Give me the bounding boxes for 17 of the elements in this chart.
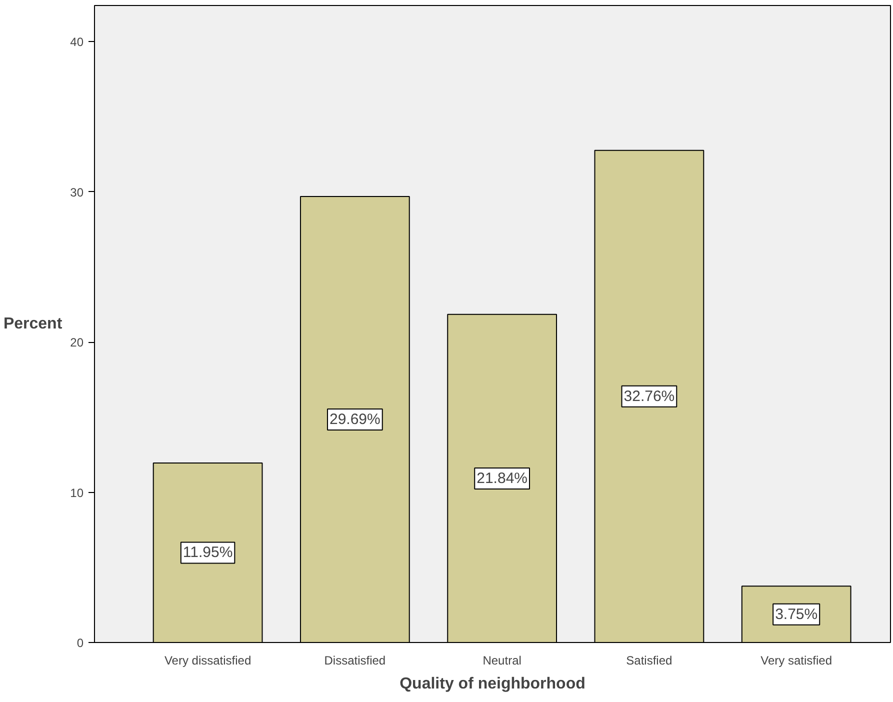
x-tick-label: Satisfied xyxy=(626,654,672,668)
x-tick-label: Neutral xyxy=(482,654,522,668)
data-label: 32.76% xyxy=(624,388,675,405)
x-tick-label: Dissatisfied xyxy=(324,654,386,668)
y-tick-label: 40 xyxy=(70,35,84,50)
y-tick-label: 10 xyxy=(70,486,84,500)
x-tick-label: Very dissatisfied xyxy=(164,654,252,668)
data-label: 29.69% xyxy=(329,410,380,428)
y-tick-label: 20 xyxy=(70,336,84,350)
x-axis-title: Quality of neighborhood xyxy=(400,676,586,692)
data-label: 21.84% xyxy=(476,470,528,487)
y-tick-label: 30 xyxy=(70,185,84,200)
y-tick-label: 0 xyxy=(76,636,84,650)
data-label: 11.95% xyxy=(182,544,233,562)
data-label: 3.75% xyxy=(775,606,818,623)
x-tick-label: Very satisfied xyxy=(760,654,832,668)
y-axis-title: Percent xyxy=(3,316,63,332)
